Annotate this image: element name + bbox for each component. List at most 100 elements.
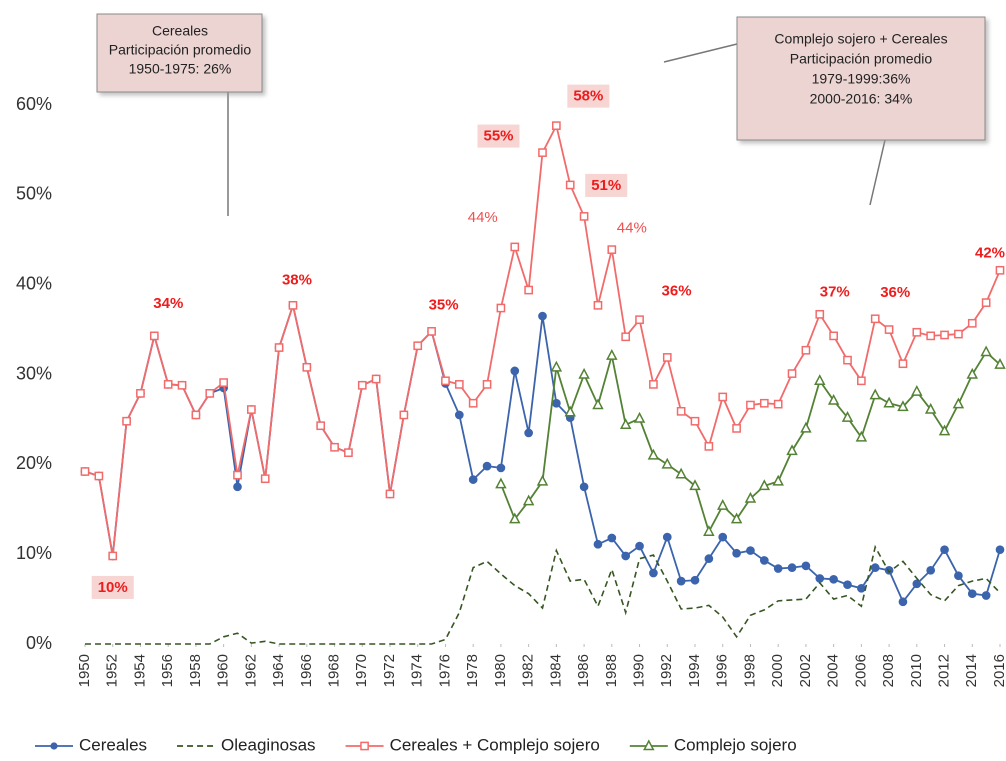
- callout-box: [736, 16, 986, 141]
- point: [787, 369, 797, 378]
- legend-label: Cereales + Complejo sojero: [390, 735, 600, 754]
- point: [122, 416, 131, 426]
- x-tick-label: 2006: [852, 654, 869, 687]
- point: [938, 424, 951, 436]
- point: [302, 362, 312, 372]
- callout-line: [663, 43, 738, 63]
- data-label: 44%: [468, 209, 498, 226]
- legend: Cereales Oleaginosas Cereales + Complejo s…: [35, 735, 797, 754]
- point: [510, 366, 520, 376]
- data-label-group: 51%: [585, 173, 628, 197]
- point: [746, 400, 755, 410]
- data-label: 58%: [573, 88, 603, 105]
- point: [801, 561, 811, 571]
- point: [704, 554, 714, 564]
- callout-text: 1950-1975: 26%: [129, 61, 232, 77]
- x-tick-label: 1986: [575, 654, 592, 687]
- point: [857, 583, 866, 593]
- point: [552, 398, 561, 408]
- point: [967, 318, 977, 328]
- point: [870, 563, 880, 572]
- point: [538, 311, 547, 321]
- point: [967, 589, 977, 599]
- data-label: 36%: [662, 283, 692, 300]
- point: [564, 405, 576, 417]
- point: [841, 411, 854, 422]
- point: [926, 331, 936, 341]
- point: [732, 548, 741, 558]
- point: [744, 491, 757, 503]
- point: [385, 489, 395, 499]
- point: [924, 402, 937, 414]
- data-label: 37%: [820, 283, 850, 300]
- x-tick-label: 1992: [658, 654, 675, 687]
- point: [191, 410, 201, 420]
- point: [80, 467, 90, 476]
- point: [552, 121, 561, 131]
- x-tick-label: 1980: [492, 654, 509, 687]
- data-label-group: 44%: [617, 220, 647, 237]
- x-tick-label: 1952: [104, 654, 121, 687]
- x-tick-label: 1960: [215, 654, 232, 687]
- x-tick-label: 2004: [825, 654, 842, 687]
- point: [454, 410, 464, 420]
- data-label-group: 44%: [468, 209, 498, 226]
- point: [468, 475, 478, 484]
- series-line: [84, 301, 1001, 604]
- data-label-group: 36%: [880, 284, 910, 301]
- data-label: 38%: [282, 271, 312, 288]
- point: [274, 343, 284, 352]
- data-label-group: 10%: [91, 575, 134, 599]
- point: [482, 461, 492, 471]
- x-tick-label: 2012: [936, 654, 953, 687]
- point: [884, 565, 894, 575]
- point: [800, 421, 812, 433]
- x-tick-label: 1950: [76, 654, 93, 687]
- point: [647, 448, 660, 460]
- data-label: 34%: [153, 295, 183, 312]
- data-label: 42%: [975, 244, 1005, 261]
- point: [843, 355, 852, 365]
- point: [550, 360, 563, 372]
- data-label: 36%: [880, 284, 910, 301]
- callout-text: Cereales: [152, 23, 208, 39]
- point: [413, 341, 423, 351]
- point: [980, 345, 992, 357]
- point: [136, 389, 145, 398]
- legend-marker: [50, 742, 58, 750]
- legend-label: Complejo sojero: [674, 735, 797, 754]
- point: [607, 245, 617, 254]
- point: [869, 388, 881, 400]
- point: [621, 332, 631, 342]
- point: [954, 329, 963, 339]
- point: [524, 428, 533, 438]
- point: [689, 479, 701, 491]
- point: [981, 298, 991, 307]
- point: [371, 374, 381, 384]
- point: [593, 300, 603, 310]
- data-label: 35%: [429, 296, 459, 313]
- point: [649, 568, 658, 578]
- x-tick-label: 1954: [131, 654, 148, 687]
- x-tick-label: 1964: [270, 654, 287, 687]
- point: [454, 380, 464, 389]
- point: [981, 591, 991, 600]
- point: [746, 546, 755, 555]
- point: [966, 367, 979, 379]
- point: [718, 532, 728, 542]
- data-label-group: 58%: [567, 84, 610, 108]
- point: [510, 242, 520, 252]
- point: [509, 512, 521, 524]
- callout-text: Participación promedio: [109, 42, 252, 58]
- point: [786, 444, 798, 456]
- point: [926, 565, 936, 575]
- legend-label: Oleaginosas: [221, 735, 316, 754]
- point: [829, 331, 838, 341]
- data-label-group: 38%: [282, 271, 312, 288]
- x-tick-label: 1966: [298, 654, 315, 687]
- point: [857, 376, 866, 386]
- point: [288, 300, 298, 310]
- point: [690, 416, 700, 426]
- callout-text: 2000-2016: 34%: [810, 91, 913, 107]
